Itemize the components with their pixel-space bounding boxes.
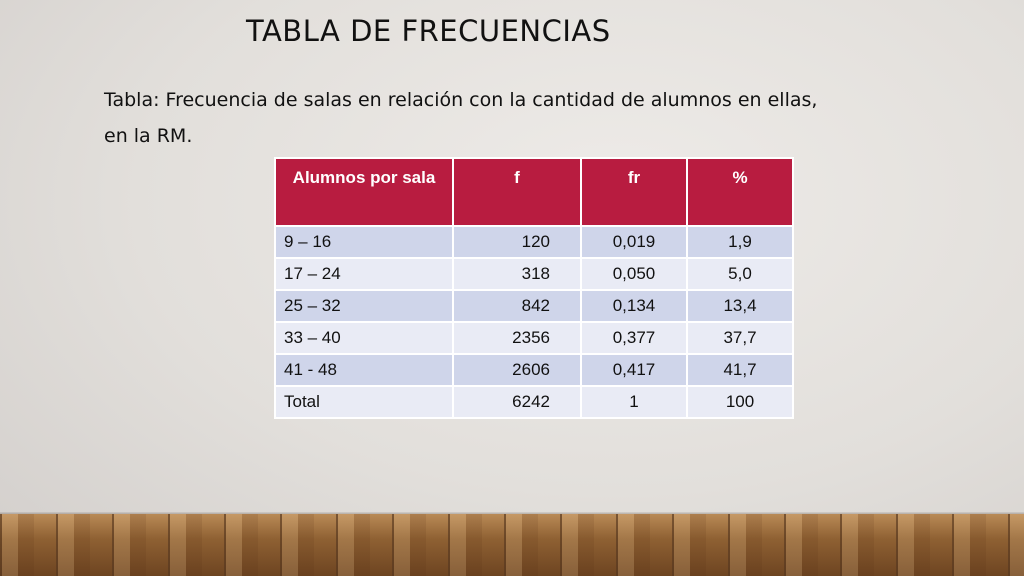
cell-range: 9 – 16	[274, 225, 454, 259]
cell-percent: 41,7	[686, 353, 794, 387]
cell-percent: 1,9	[686, 225, 794, 259]
table-row: 33 – 40 2356 0,377 37,7	[274, 321, 794, 355]
cell-fr: 0,417	[580, 353, 688, 387]
cell-percent: 13,4	[686, 289, 794, 323]
cell-f: 2606	[452, 353, 582, 387]
cell-total-label: Total	[274, 385, 454, 419]
table-caption: Tabla: Frecuencia de salas en relación c…	[104, 89, 818, 147]
cell-fr: 0,050	[580, 257, 688, 291]
cell-range: 17 – 24	[274, 257, 454, 291]
cell-f: 6242	[452, 385, 582, 419]
header-percent: %	[686, 157, 794, 227]
table-header-row: Alumnos por sala f fr %	[274, 157, 794, 227]
cell-fr: 1	[580, 385, 688, 419]
cell-percent: 100	[686, 385, 794, 419]
header-fr: fr	[580, 157, 688, 227]
table-row: 9 – 16 120 0,019 1,9	[274, 225, 794, 259]
table-row-total: Total 6242 1 100	[274, 385, 794, 419]
cell-f: 2356	[452, 321, 582, 355]
cell-f: 318	[452, 257, 582, 291]
table-row: 17 – 24 318 0,050 5,0	[274, 257, 794, 291]
slide-title: TABLA DE FRECUENCIAS	[246, 14, 611, 48]
cell-f: 120	[452, 225, 582, 259]
cell-fr: 0,134	[580, 289, 688, 323]
cell-range: 41 - 48	[274, 353, 454, 387]
cell-range: 25 – 32	[274, 289, 454, 323]
header-f: f	[452, 157, 582, 227]
cell-percent: 37,7	[686, 321, 794, 355]
header-alumnos-por-sala: Alumnos por sala	[274, 157, 454, 227]
wood-floor-decoration	[0, 514, 1024, 576]
cell-range: 33 – 40	[274, 321, 454, 355]
table-row: 25 – 32 842 0,134 13,4	[274, 289, 794, 323]
cell-fr: 0,377	[580, 321, 688, 355]
frequency-table: Alumnos por sala f fr % 9 – 16 120 0,019…	[274, 157, 794, 419]
cell-percent: 5,0	[686, 257, 794, 291]
table-row: 41 - 48 2606 0,417 41,7	[274, 353, 794, 387]
cell-f: 842	[452, 289, 582, 323]
cell-fr: 0,019	[580, 225, 688, 259]
